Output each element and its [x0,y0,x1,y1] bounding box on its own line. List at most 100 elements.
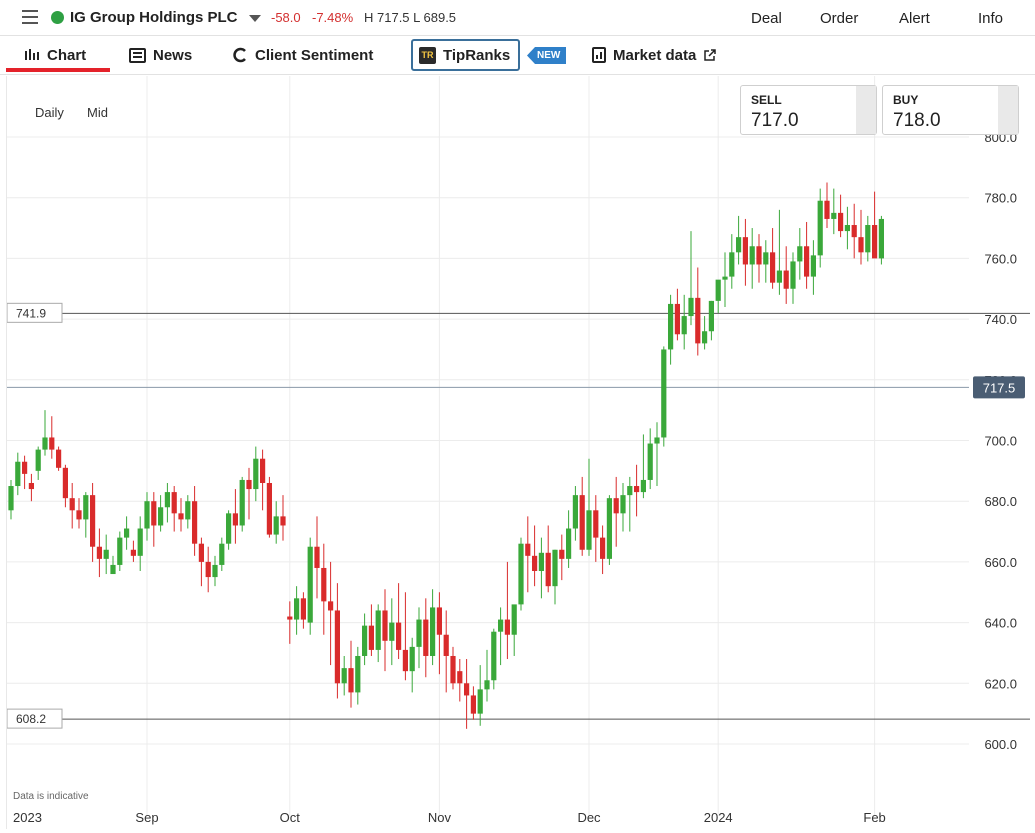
sell-button[interactable]: SELL 717.0 [740,85,877,135]
candle-body [729,252,735,277]
x-tick-label: Dec [577,810,601,825]
candle-body [783,270,789,289]
candle-body [464,683,470,696]
reference-label-box [7,302,63,323]
candle-body [865,225,871,253]
candle-body [382,610,388,641]
y-tick-label: 600.0 [984,737,1017,752]
candle-body [736,237,742,253]
candle-body [674,303,680,335]
candle-body [538,552,544,572]
candle-body [742,237,748,265]
candle-body [49,437,55,450]
candle-body [872,225,878,259]
candle-body [409,646,415,672]
candle-body [749,246,755,265]
market-data-icon [592,47,606,63]
candle-body [817,200,823,256]
candle-body [212,564,218,578]
y-tick-label: 620.0 [984,676,1017,691]
deal-button[interactable]: Deal [751,10,782,27]
y-tick-label: 680.0 [984,494,1017,509]
reference-label: 741.9 [16,306,46,320]
candle-body [457,671,463,684]
price-chart[interactable]: 600.0620.0640.0660.0680.0700.0720.0740.0… [7,76,1030,829]
candle-body [396,622,402,650]
info-button[interactable]: Info [978,10,1004,27]
candle-body [600,537,606,559]
candle-body [858,237,864,253]
tab-market-data[interactable]: Market data [592,37,723,73]
candle-body [273,516,279,535]
candle-body [348,668,354,693]
candle-body [328,601,334,611]
candle-body [511,604,517,635]
tab-chart[interactable]: Chart [24,37,86,73]
candle-body [287,616,293,620]
candle-body [831,212,837,219]
candle-body [226,513,232,544]
tab-tipranks[interactable]: TR TipRanks [411,39,520,71]
tab-client-sentiment-label: Client Sentiment [255,46,374,64]
alert-button[interactable]: Alert [899,10,930,27]
instrument-dropdown-icon[interactable] [249,15,261,22]
candle-body [878,218,884,259]
buy-button[interactable]: BUY 718.0 [882,85,1019,135]
candle-body [260,458,266,483]
candle-body [280,516,286,526]
market-status-icon [51,11,64,24]
candle-body [239,479,245,526]
candle-body [695,297,701,344]
candle-body [375,610,381,650]
candle-body [62,467,68,499]
y-tick-label: 740.0 [984,312,1017,327]
candle-body [137,528,143,556]
candle-body [253,458,259,490]
candle-body [491,631,497,681]
candle-body [776,270,782,283]
interval-toggle[interactable]: Daily [35,105,64,120]
tab-tipranks-label: TipRanks [443,46,511,64]
candle-body [246,479,252,490]
external-link-icon [704,48,717,61]
candle-body [117,537,123,565]
chart-panel[interactable]: 600.0620.0640.0660.0680.0700.0720.0740.0… [6,76,1030,829]
candle-body [144,501,150,529]
candle-body [586,510,592,550]
tab-client-sentiment[interactable]: Client Sentiment [232,37,373,73]
candle-body [552,549,558,587]
candle-body [545,552,551,587]
candle-body [15,461,21,487]
order-button[interactable]: Order [820,10,859,27]
price-type-toggle[interactable]: Mid [87,105,108,120]
candle-body [198,543,204,562]
data-indicative-note: Data is indicative [13,791,89,802]
candle-body [498,619,504,632]
candle-body [307,546,313,623]
candle-body [69,498,75,511]
new-badge: NEW [527,47,567,64]
x-tick-label: 2023 [13,810,42,825]
tab-chart-label: Chart [47,46,87,64]
candle-body [314,546,320,568]
candle-body [688,297,694,317]
candle-body [110,564,116,575]
sell-label: SELL [751,93,782,107]
candle-body [151,501,157,526]
sell-price: 717.0 [751,110,799,131]
candle-body [42,437,48,450]
y-tick-label: 700.0 [984,434,1017,449]
buy-label: BUY [893,93,919,107]
instrument-name[interactable]: IG Group Holdings PLC [70,9,238,26]
news-icon [129,47,146,63]
candle-body [83,495,89,520]
y-tick-label: 640.0 [984,616,1017,631]
tab-news[interactable]: News [129,37,192,73]
x-tick-label: Oct [280,810,301,825]
candle-body [185,501,191,520]
candle-body [178,513,184,520]
hamburger-icon[interactable] [22,10,38,24]
candle-body [232,513,238,526]
candle-body [654,437,660,444]
candle-body [838,212,844,232]
